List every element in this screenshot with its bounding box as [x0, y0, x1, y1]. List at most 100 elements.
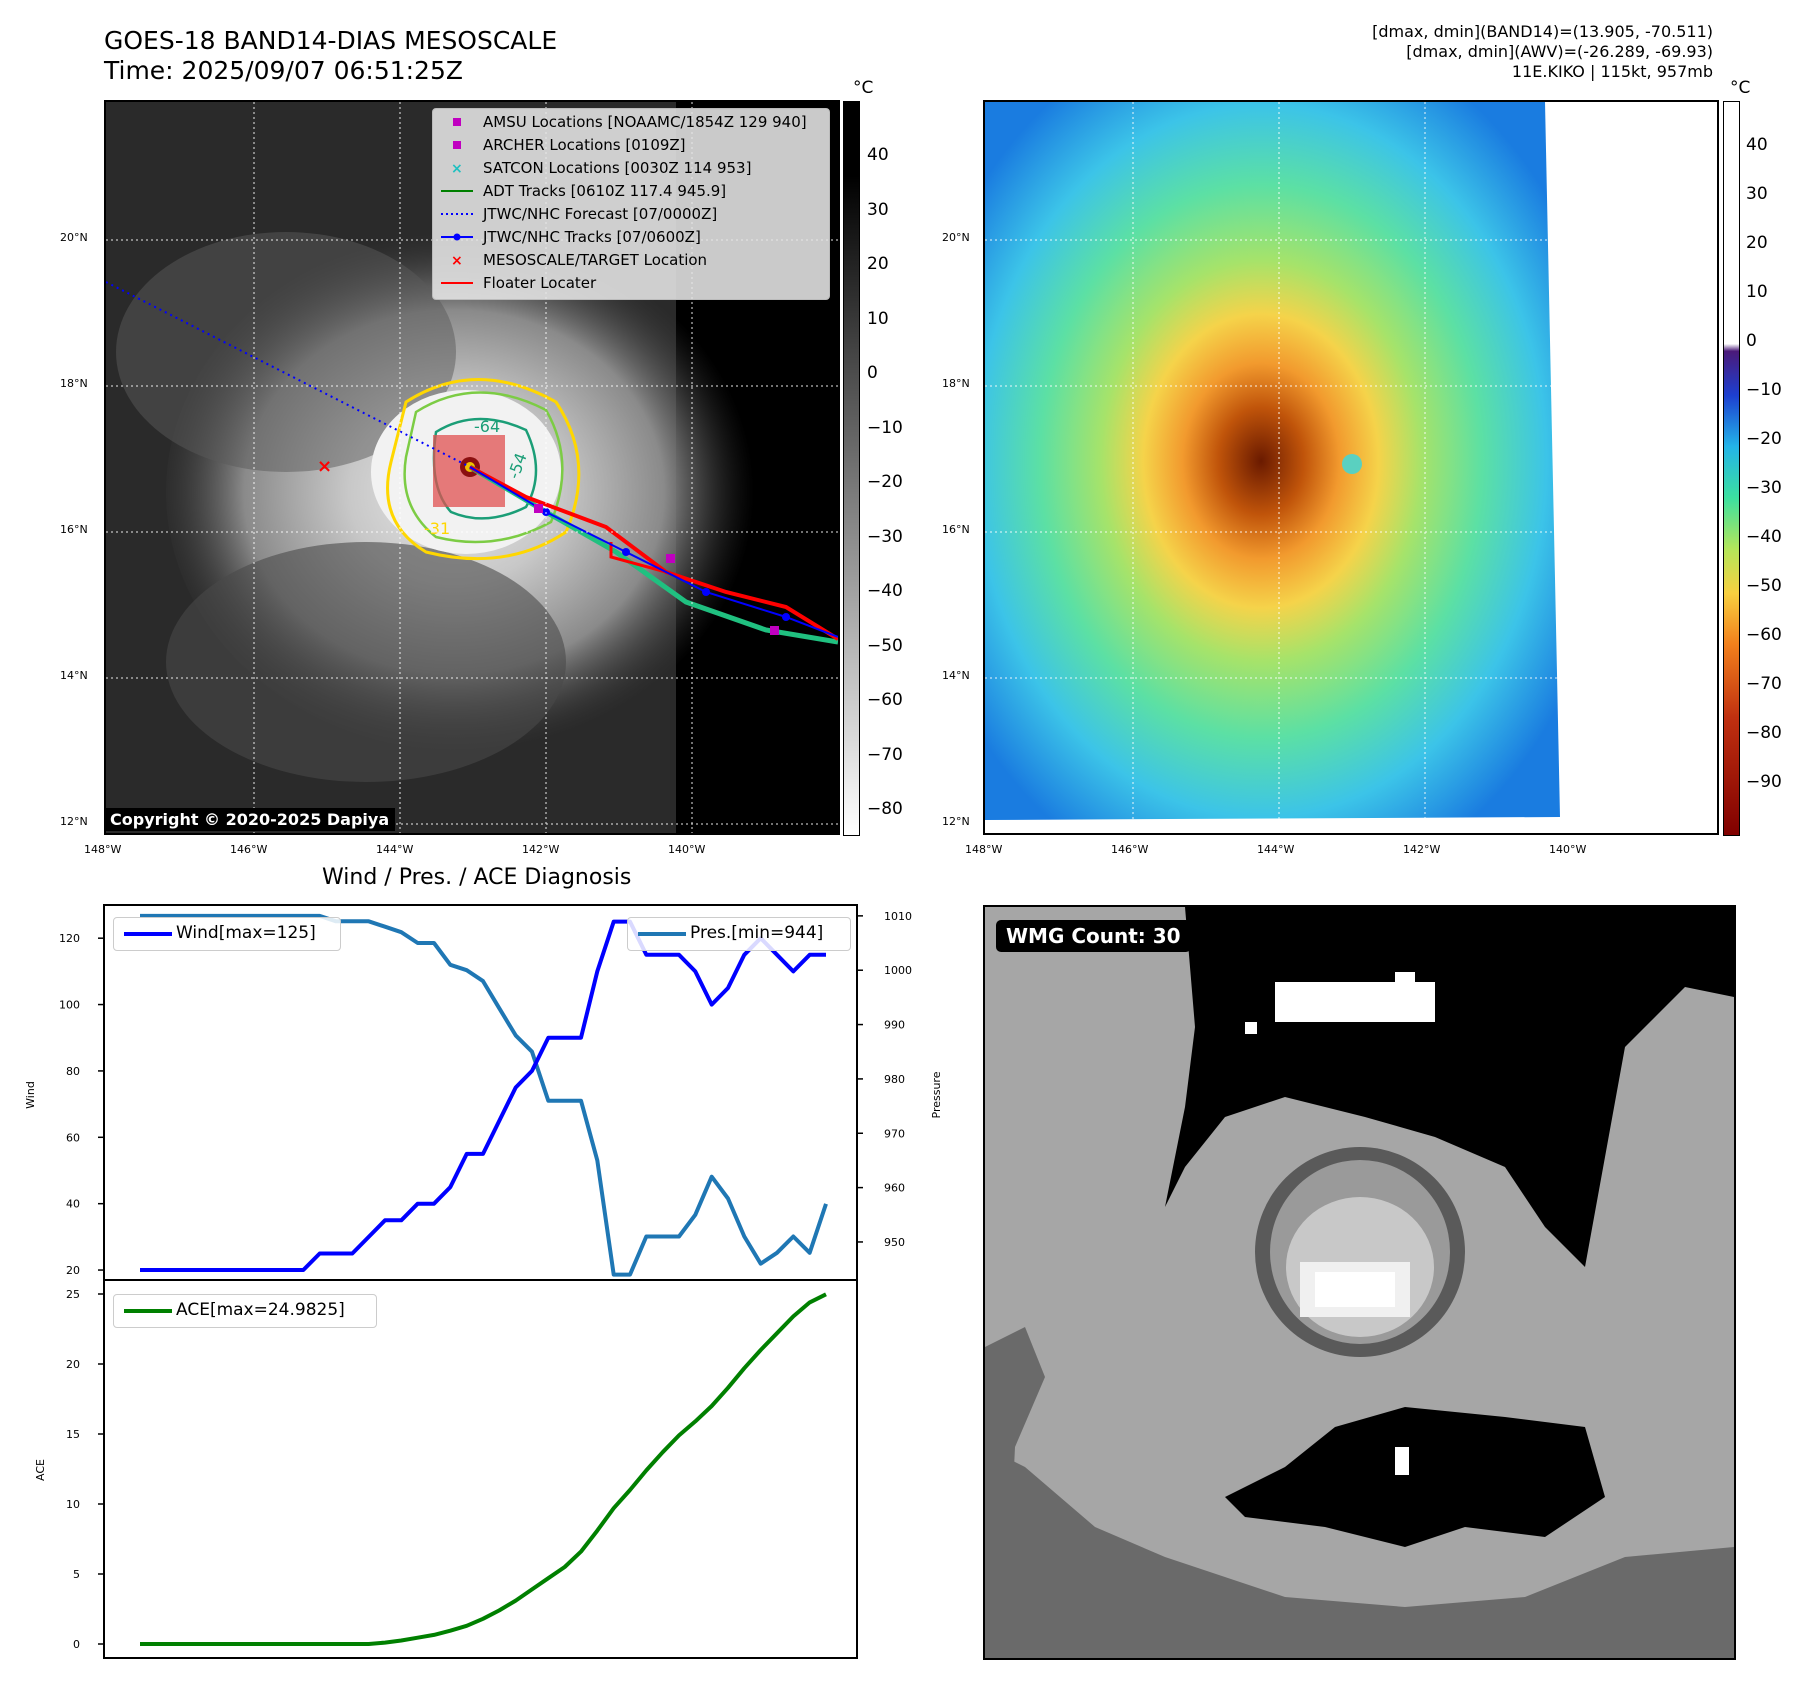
left-colorbar-tick: −50 — [867, 635, 903, 656]
pressure-tick-label: 970 — [884, 1127, 905, 1140]
map-legend: AMSU Locations [NOAAMC/1854Z 129 940] AR… — [432, 108, 830, 300]
right-colorbar-unit: °C — [1730, 78, 1751, 98]
pressure-tick-label: 980 — [884, 1073, 905, 1086]
ace-tick-label: 0 — [73, 1638, 80, 1651]
lat-label: 14°N — [60, 669, 88, 682]
right-colorbar-tick: 30 — [1746, 184, 1768, 204]
ace-legend: ACE[max=24.9825] — [113, 1294, 377, 1328]
legend-item: JTWC/NHC Forecast [07/0000Z] — [441, 205, 718, 223]
pressure-tick-label: 1010 — [884, 910, 912, 923]
pressure-legend: Pres.[min=944] — [627, 917, 851, 951]
lon-label: 142°W — [1403, 843, 1441, 856]
legend-item: AMSU Locations [NOAAMC/1854Z 129 940] — [433, 111, 829, 133]
right-colorbar-tick: −50 — [1746, 576, 1782, 596]
wind-line — [140, 919, 826, 1272]
pressure-tick-label: 960 — [884, 1182, 905, 1195]
lat-label: 16°N — [942, 523, 970, 536]
right-colorbar-tick: −10 — [1746, 380, 1782, 400]
right-colorbar-tick: −90 — [1746, 772, 1782, 792]
wind-tick-label: 60 — [66, 1131, 80, 1144]
wmg-outer-ring — [985, 1447, 1734, 1658]
wind-tick-label: 80 — [66, 1065, 80, 1078]
ace-line — [140, 1292, 827, 1646]
wind-pressure-axes — [103, 904, 858, 1281]
pressure-line — [140, 913, 828, 1277]
right-colorbar-tick: 0 — [1746, 331, 1757, 351]
right-colorbar — [1723, 101, 1740, 836]
left-colorbar-tick: −80 — [867, 799, 903, 819]
amsu-marker-2 — [770, 626, 779, 635]
lat-label: 18°N — [60, 377, 88, 390]
ace-axis-label: ACE — [34, 1459, 47, 1481]
lat-label: 18°N — [942, 377, 970, 390]
ace-tick-label: 5 — [73, 1568, 80, 1581]
lat-label: 16°N — [60, 523, 88, 536]
left-colorbar-tick: −20 — [867, 472, 903, 492]
contour-label-31: -31 — [424, 519, 450, 538]
awv-field — [985, 102, 1560, 820]
lat-label: 20°N — [942, 231, 970, 244]
pressure-axis-label: Pressure — [930, 1071, 943, 1118]
copyright-label: Copyright © 2020-2025 Dapiya — [104, 808, 396, 831]
right-colorbar-tick: 10 — [1746, 282, 1768, 302]
pressure-tick-label: 1000 — [884, 964, 912, 977]
right-colorbar-tick: −20 — [1746, 429, 1782, 449]
figure-stats: [dmax, dmin](BAND14)=(13.905, -70.511) [d… — [1372, 22, 1713, 81]
ace-tick-label: 10 — [66, 1498, 80, 1511]
lon-label: 148°W — [84, 843, 122, 856]
amsu-marker — [534, 504, 543, 513]
lon-label: 148°W — [965, 843, 1003, 856]
legend-item: × SATCON Locations [0030Z 114 953] — [451, 159, 752, 177]
lon-label: 146°W — [1111, 843, 1149, 856]
target-location-marker: × — [317, 456, 332, 477]
left-colorbar-tick: 20 — [867, 254, 889, 274]
legend-item: × MESOSCALE/TARGET Location — [451, 251, 708, 269]
wind-tick-label: 20 — [66, 1264, 80, 1277]
left-colorbar-tick: −60 — [867, 690, 903, 710]
wind-tick-label: 40 — [66, 1198, 80, 1211]
wmg-count-badge: WMG Count: 30 — [996, 920, 1191, 952]
wind-legend: Wind[max=125] — [113, 917, 341, 951]
ace-tick-label: 25 — [66, 1288, 80, 1301]
pressure-tick-label: 990 — [884, 1019, 905, 1032]
left-colorbar-tick: −70 — [867, 744, 903, 765]
right-colorbar-tick: 40 — [1746, 135, 1768, 155]
contour-label-64: -64 — [474, 417, 500, 436]
right-colorbar-tick: −60 — [1746, 625, 1782, 645]
left-colorbar-tick: −30 — [867, 526, 903, 547]
lon-label: 142°W — [522, 843, 560, 856]
wmg-black-south — [1225, 1407, 1605, 1547]
lon-label: 140°W — [1549, 843, 1587, 856]
archer-marker — [666, 554, 675, 563]
right-colorbar-tick: −30 — [1746, 478, 1782, 498]
wind-tick-label: 100 — [59, 999, 80, 1012]
awv-gridlines — [985, 102, 1717, 833]
lon-label: 144°W — [376, 843, 414, 856]
awv-map-image — [985, 102, 1717, 833]
lon-label: 144°W — [1257, 843, 1295, 856]
wind-tick-label: 120 — [59, 932, 80, 945]
left-colorbar-tick: 10 — [867, 308, 889, 329]
left-colorbar-tick: 40 — [867, 145, 889, 165]
svg-text:×: × — [451, 161, 463, 177]
ace-axes — [103, 1279, 858, 1659]
left-colorbar-tick: 30 — [867, 199, 889, 220]
lon-label: 140°W — [668, 843, 706, 856]
right-colorbar-tick: −80 — [1746, 723, 1782, 743]
left-colorbar-unit: °C — [853, 78, 874, 98]
svg-text:×: × — [451, 253, 463, 269]
awv-map-panel — [983, 100, 1719, 835]
right-colorbar-tick: 20 — [1746, 233, 1768, 253]
ace-tick-label: 15 — [66, 1428, 80, 1441]
right-colorbar-tick: −40 — [1746, 527, 1782, 547]
lat-label: 12°N — [60, 815, 88, 828]
lat-label: 14°N — [942, 669, 970, 682]
pressure-tick-label: 950 — [884, 1236, 905, 1249]
wmg-panel — [983, 905, 1736, 1660]
legend-item: ADT Tracks [0610Z 117.4 945.9] — [441, 182, 727, 200]
legend-item: JTWC/NHC Tracks [07/0600Z] — [433, 226, 829, 248]
nhc-track — [469, 466, 838, 638]
forecast-track — [106, 281, 471, 468]
lon-label: 146°W — [230, 843, 268, 856]
left-colorbar-tick: −10 — [867, 417, 903, 438]
